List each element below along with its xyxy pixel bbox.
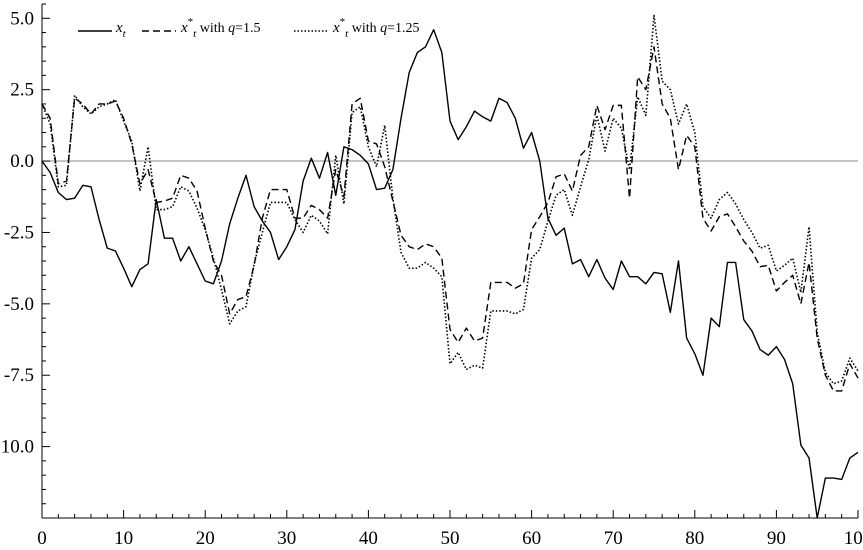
tick-group: 0 10 20 30 40 50 60 70 80 90 100 5.0 2.5 0.0 -2.5 -5.0 -… (0, 3, 863, 549)
legend-superscript: * (340, 16, 346, 28)
x-tick-label: 0 (37, 528, 47, 549)
series-line-1 (41, 29, 859, 519)
legend-subscript: t (123, 28, 127, 40)
legend-q-value: =1.5 (235, 21, 260, 36)
legend-superscript: * (188, 16, 194, 28)
x-tick-label: 100 (844, 528, 863, 549)
legend-label-1: xt (115, 20, 127, 40)
x-tick-label: 90 (767, 528, 786, 549)
x-tick-label: 10 (114, 528, 133, 549)
x-tick-label: 80 (685, 528, 704, 549)
x-tick-label: 70 (604, 528, 623, 549)
y-tick-label: -7.5 (4, 365, 34, 386)
legend-suffix: with (196, 21, 228, 36)
y-tick-label: -10.0 (0, 437, 34, 458)
y-tick-label: 5.0 (10, 8, 34, 29)
x-tick-label: 40 (359, 528, 378, 549)
series-group (41, 14, 859, 519)
legend-q: q (380, 21, 387, 36)
y-tick-label: 0.0 (10, 151, 34, 172)
x-tick-label: 60 (522, 528, 541, 549)
legend-label-2: x*t with q=1.5 (180, 16, 261, 40)
legend-label-3: x*t with q=1.25 (332, 16, 420, 40)
plot-axes (41, 4, 858, 519)
y-tick-label: -2.5 (4, 222, 34, 243)
x-tick-label: 20 (196, 528, 215, 549)
legend-subscript: t (193, 28, 197, 40)
series-line-2 (41, 46, 859, 392)
series-line-3 (41, 14, 859, 385)
legend-var: x (332, 20, 340, 36)
legend-var: x (115, 20, 123, 36)
y-tick-label: -5.0 (4, 294, 34, 315)
x-tick-label: 50 (441, 528, 460, 549)
legend-subscript: t (345, 28, 349, 40)
legend-var: x (180, 20, 188, 36)
y-tick-label: 2.5 (10, 80, 34, 101)
legend-q: q (228, 21, 235, 36)
legend: xt x*t with q=1.5 x*t with q=1.25 (78, 16, 420, 40)
x-tick-label: 30 (277, 528, 296, 549)
legend-q-value: =1.25 (387, 21, 419, 36)
legend-suffix: with (348, 21, 380, 36)
